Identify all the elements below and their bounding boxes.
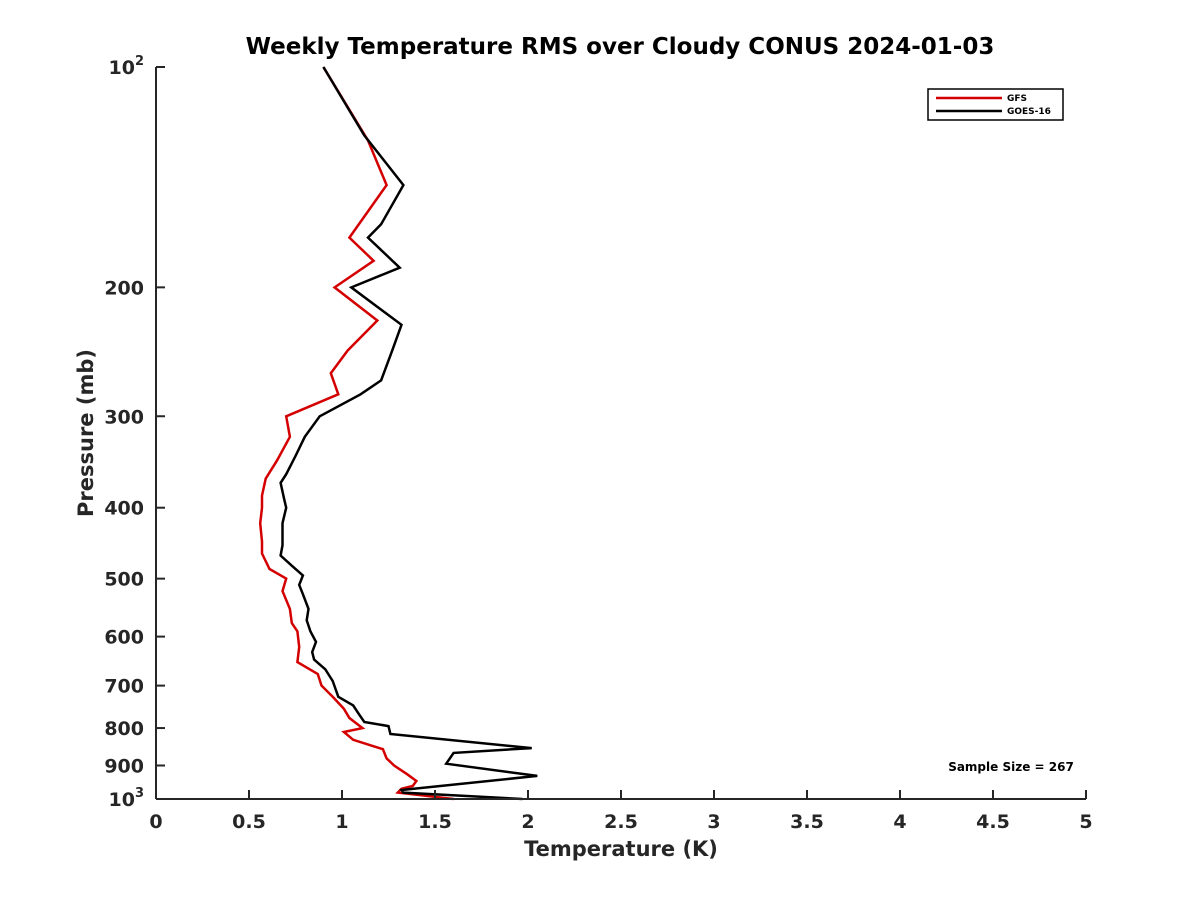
- x-tick-label: 1: [335, 811, 348, 833]
- x-tick-label: 3: [707, 811, 720, 833]
- legend-label-goes16: GOES-16: [1007, 107, 1051, 117]
- x-tick-label: 1.5: [418, 811, 452, 833]
- legend-label-gfs: GFS: [1007, 94, 1027, 104]
- y-tick-label: 900: [104, 756, 144, 778]
- y-tick-label: 800: [104, 718, 144, 740]
- x-tick-label: 0: [149, 811, 162, 833]
- y-tick-label: 700: [104, 676, 144, 698]
- x-axis-title: Temperature (K): [524, 837, 718, 861]
- y-tick-label: 600: [104, 627, 144, 649]
- legend: GFS GOES-16: [927, 88, 1064, 121]
- series-line-gfs: [258, 66, 454, 801]
- series-line-goes16: [279, 66, 538, 801]
- y-tick-label: 103: [109, 786, 145, 811]
- x-tick-label: 2: [521, 811, 534, 833]
- y-axis-title: Pressure (mb): [74, 349, 98, 517]
- y-tick-label: 102: [109, 54, 145, 79]
- legend-box: [927, 88, 1064, 121]
- x-axis-ticks: 0 0.5 1 1.5 2 2.5 3 3.5 4 4.5 5: [149, 790, 1093, 833]
- chart-title: Weekly Temperature RMS over Cloudy CONUS…: [246, 34, 995, 60]
- y-tick-label: 500: [104, 569, 144, 591]
- x-tick-label: 0.5: [232, 811, 266, 833]
- x-tick-label: 3.5: [790, 811, 824, 833]
- x-tick-label: 4: [893, 811, 906, 833]
- y-axis-ticks: 102 200 300 400 500 600 700 800 900 103: [104, 54, 165, 811]
- y-tick-label: 300: [104, 406, 144, 428]
- series-layer: [258, 66, 538, 801]
- x-tick-label: 5: [1079, 811, 1092, 833]
- x-tick-label: 2.5: [604, 811, 638, 833]
- y-tick-label: 200: [104, 277, 144, 299]
- y-tick-label: 400: [104, 498, 144, 520]
- x-tick-label: 4.5: [976, 811, 1010, 833]
- sample-size-annotation: Sample Size = 267: [948, 760, 1074, 774]
